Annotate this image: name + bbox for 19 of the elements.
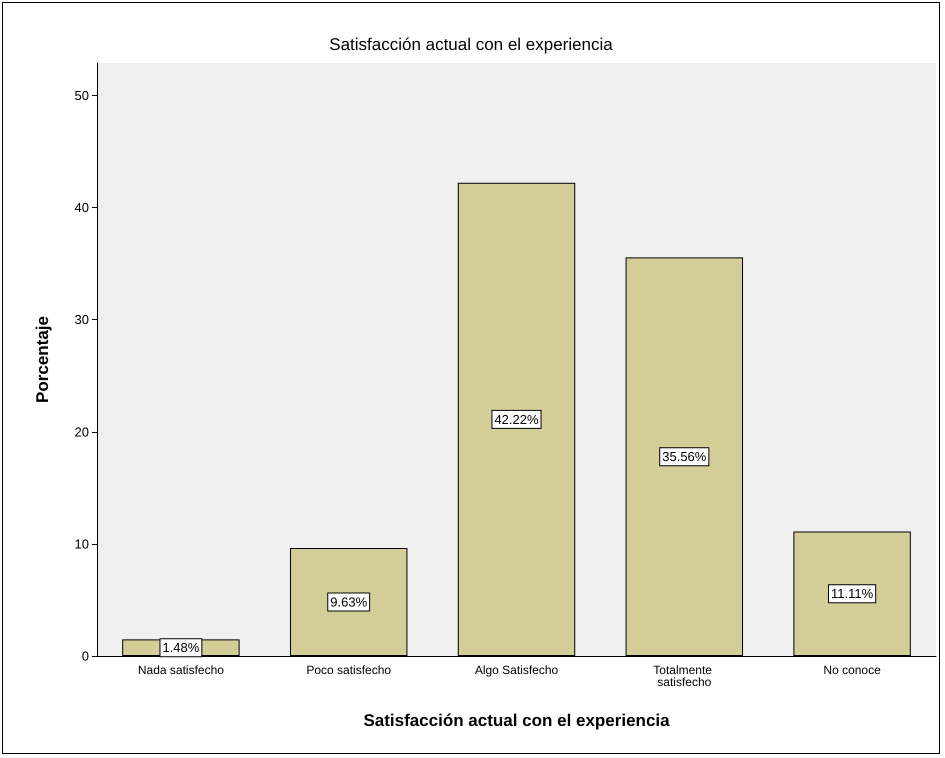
x-tick-label: Poco satisfecho — [306, 663, 392, 677]
x-tick-label: No conoce — [823, 663, 882, 677]
y-axis-title: Porcentaje — [33, 316, 52, 403]
y-tick-label: 50 — [74, 88, 89, 104]
data-label: 35.56% — [662, 449, 707, 464]
data-label: 42.22% — [494, 412, 539, 427]
x-axis-title: Satisfacción actual con el experiencia — [363, 711, 670, 730]
data-label: 11.11% — [831, 586, 874, 602]
y-tick-label: 20 — [74, 424, 89, 440]
y-tick-label: 40 — [74, 200, 89, 216]
x-tick-label: Nada satisfecho — [138, 663, 224, 677]
y-tick-label: 0 — [82, 648, 89, 664]
data-label: 1.48% — [162, 640, 200, 656]
x-tick-label: Totalmente satisfecho — [653, 663, 716, 689]
chart-title: Satisfacción actual con el experiencia — [329, 35, 614, 54]
data-label: 9.63% — [330, 594, 368, 610]
y-tick-label: 30 — [74, 312, 89, 328]
x-tick-label: Algo Satisfecho — [474, 663, 559, 677]
y-tick-label: 10 — [74, 536, 89, 552]
